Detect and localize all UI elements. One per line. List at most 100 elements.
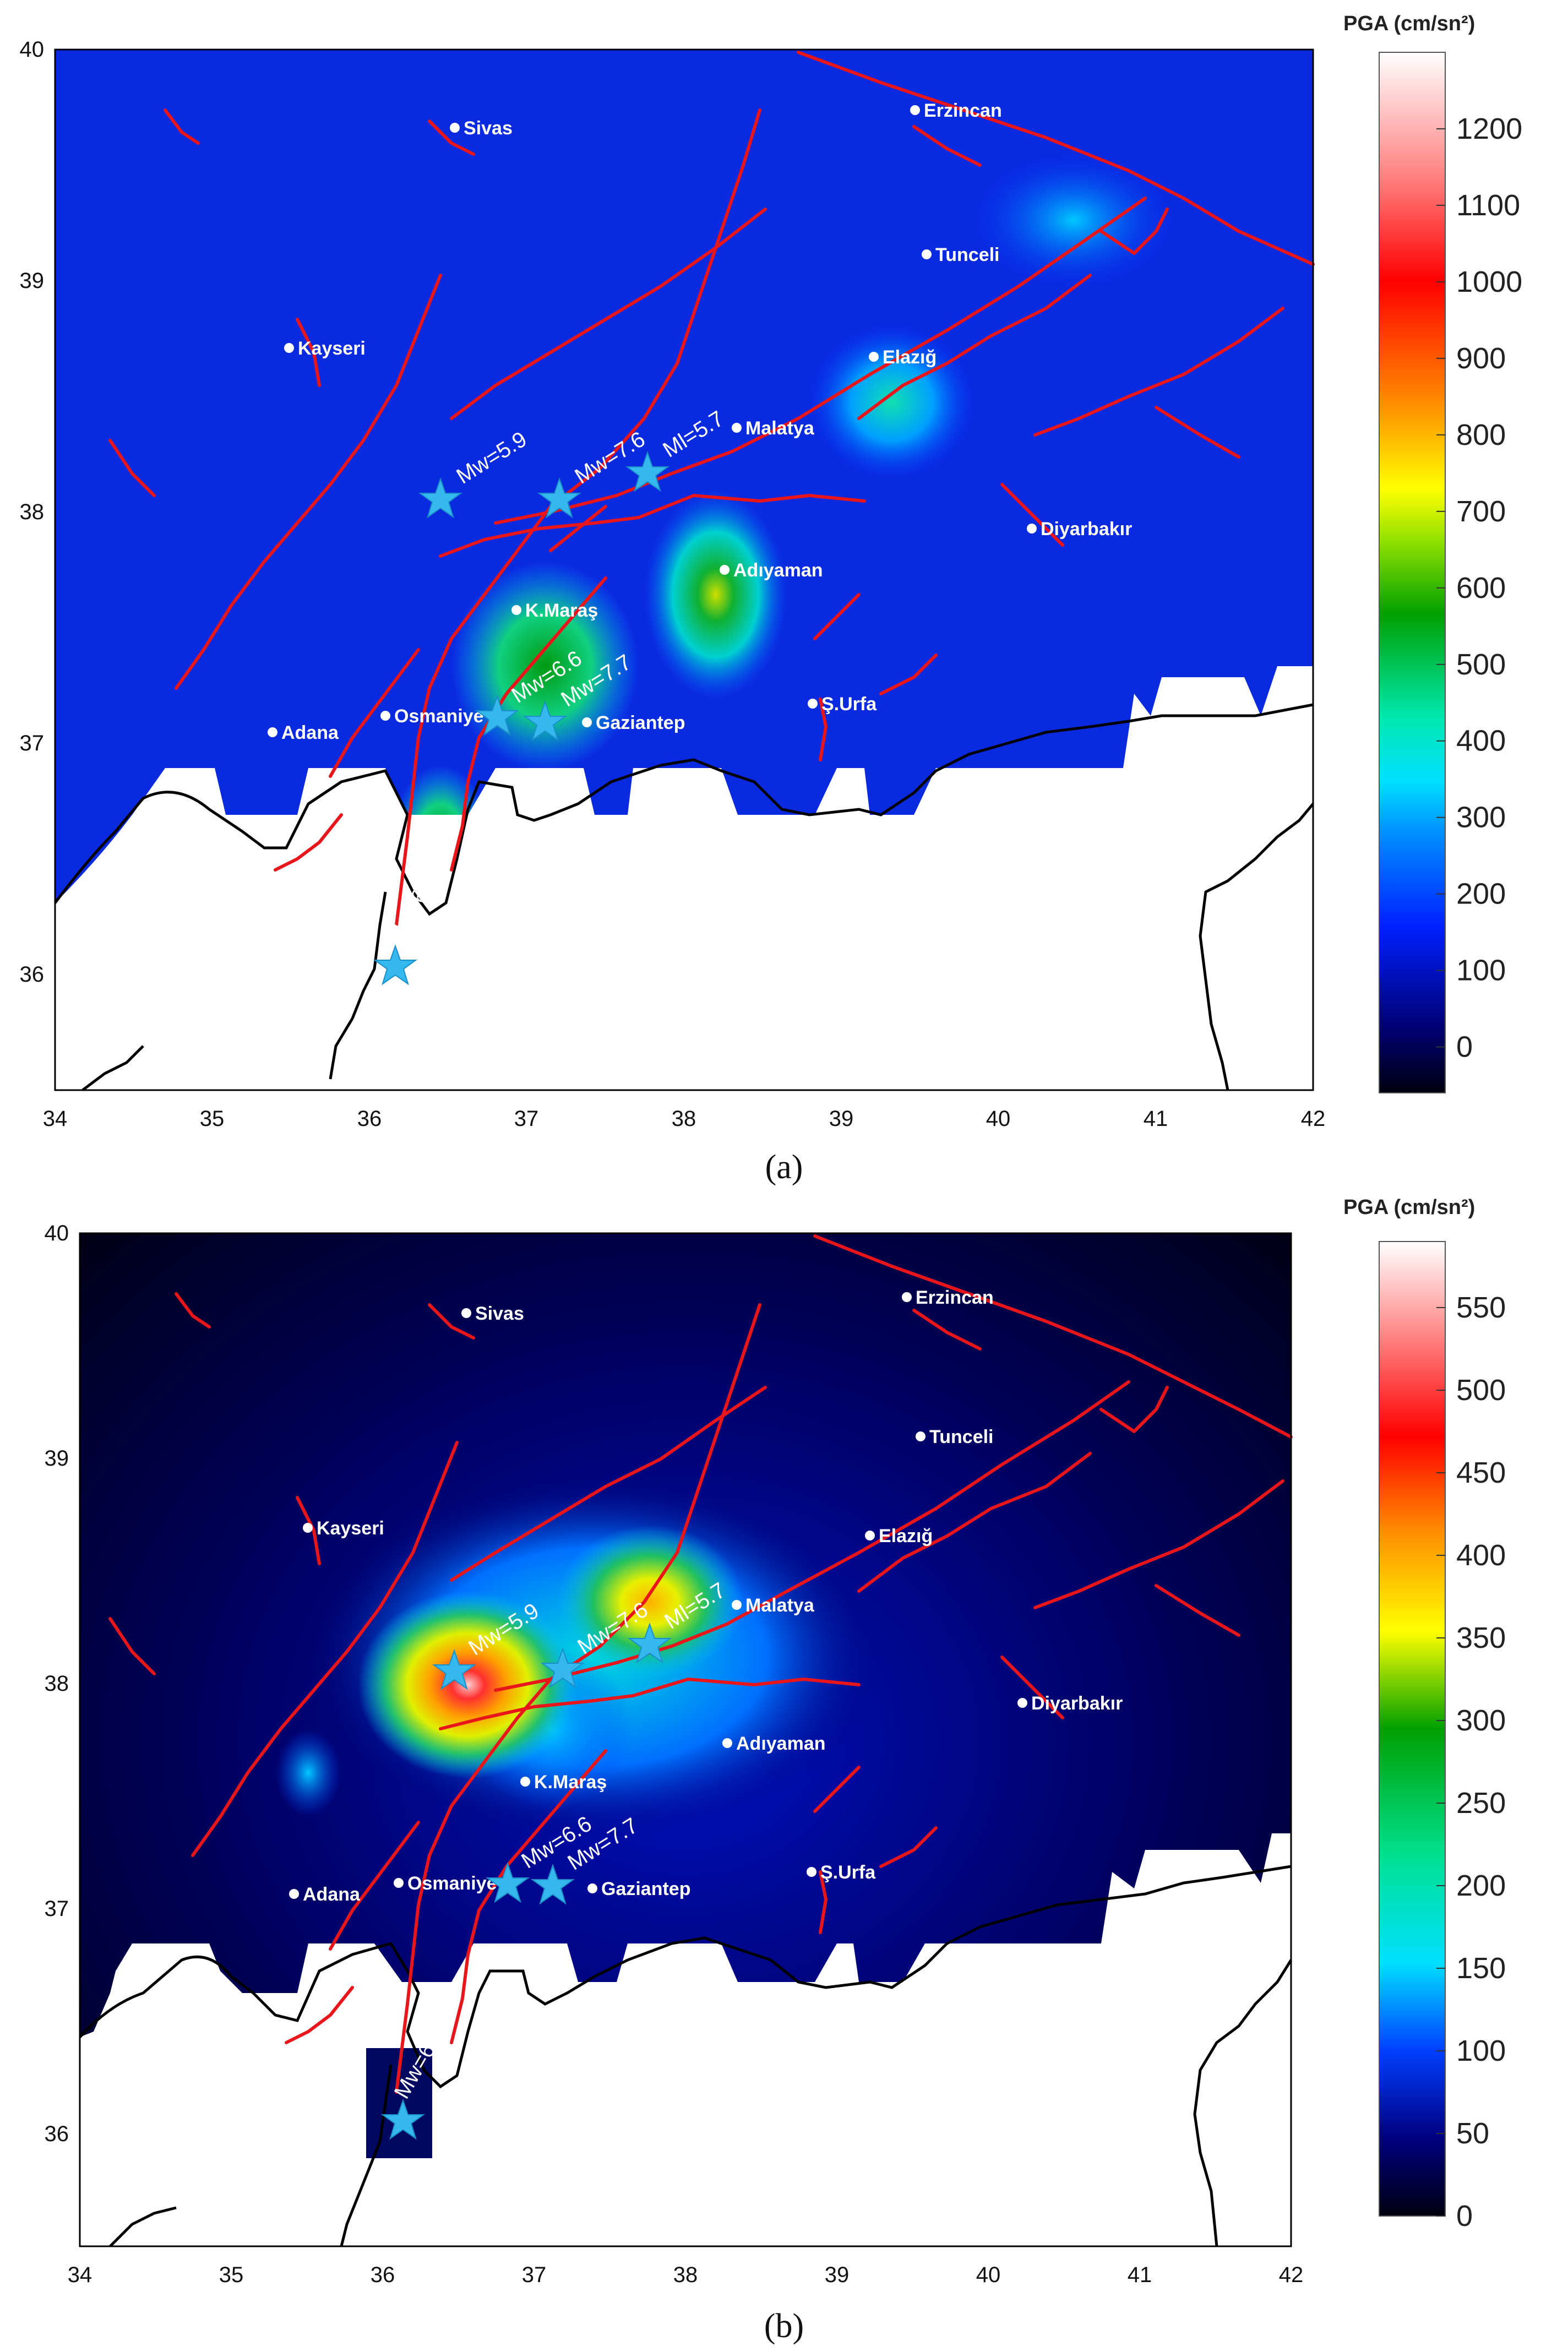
star-icon	[418, 477, 463, 519]
x-tick-34-b: 34	[68, 2263, 92, 2287]
y-tick-37-b: 37	[45, 1897, 69, 1921]
city-osmaniye-a: Osmaniye	[394, 706, 484, 727]
city-adiyaman-a: Adıyaman	[733, 560, 823, 581]
y-axis-b: 40 39 38 37 36	[45, 1221, 69, 2146]
city-sivas-b: Sivas	[475, 1303, 524, 1324]
star-icon	[432, 1648, 477, 1690]
city-adana-a: Adana	[281, 722, 339, 743]
colorbar-tick-label: 700	[1456, 495, 1506, 528]
colorbar-tick-label: 400	[1456, 725, 1506, 758]
colorbar-tick-label: 1200	[1456, 112, 1522, 145]
colorbar-b: PGA (cm/sn²) 550500450400350300250200150…	[1343, 1196, 1506, 2233]
star-icon	[485, 1861, 530, 1903]
x-tick-40-b: 40	[976, 2263, 1001, 2287]
fault-lines-b	[108, 1234, 1293, 2094]
y-tick-40-b: 40	[45, 1221, 69, 1245]
city-malatya-b: Malatya	[745, 1595, 815, 1616]
x-tick-37-b: 37	[522, 2263, 547, 2287]
x-tick-42-b: 42	[1279, 2263, 1304, 2287]
star-icon	[522, 700, 568, 742]
colorbar-scale-a	[1379, 52, 1446, 1093]
x-tick-36-b: 36	[371, 2263, 395, 2287]
colorbar-tick-label: 100	[1456, 954, 1506, 987]
city-gaziantep-b: Gaziantep	[601, 1879, 690, 1899]
city-kmaras-a: K.Maraş	[525, 600, 598, 621]
fault-lines-a	[108, 51, 1315, 927]
city-urfa-b: Ş.Urfa	[820, 1862, 876, 1883]
x-tick-39-a: 39	[829, 1107, 854, 1131]
star-icon	[373, 944, 418, 986]
x-axis-a: 34 35 36 37 38 39 40 41 42	[43, 1107, 1326, 1131]
colorbar-tick-label: 500	[1456, 648, 1506, 681]
city-diyarbakir-a: Diyarbakır	[1041, 519, 1132, 540]
y-tick-38-b: 38	[45, 1672, 69, 1696]
colorbar-tick-label: 550	[1456, 1291, 1506, 1324]
x-tick-42-a: 42	[1301, 1107, 1326, 1131]
colorbar-tick-label: 200	[1456, 1869, 1506, 1902]
colorbar-tick-label: 1000	[1456, 265, 1522, 298]
city-urfa-a: Ş.Urfa	[821, 694, 877, 715]
star-icon	[475, 694, 520, 736]
city-osmaniye-b: Osmaniye	[407, 1873, 497, 1894]
colorbar-title-b: PGA (cm/sn²)	[1343, 1196, 1475, 1219]
colorbar-tick-label: 600	[1456, 571, 1506, 605]
y-tick-39-b: 39	[45, 1446, 69, 1471]
y-tick-36-b: 36	[45, 2122, 69, 2146]
x-tick-35-a: 35	[200, 1107, 225, 1131]
city-kmaras-b: K.Maraş	[534, 1772, 607, 1793]
caption-a: (a)	[765, 1148, 803, 1186]
pga-hotspot-a1	[974, 154, 1173, 286]
pga-hotspot-b3	[556, 1525, 743, 1679]
colorbar-title-a: PGA (cm/sn²)	[1343, 12, 1475, 35]
city-erzincan-b: Erzincan	[916, 1287, 994, 1308]
star-icon	[380, 2098, 426, 2140]
x-axis-b: 34 35 36 37 38 39 40 41 42	[68, 2263, 1304, 2287]
star-icon	[540, 1647, 585, 1689]
star-icon	[627, 1622, 672, 1664]
x-tick-37-a: 37	[514, 1107, 539, 1131]
colorbar-scale-b	[1379, 1241, 1446, 2217]
y-tick-37-a: 37	[20, 731, 45, 755]
city-adana-b: Adana	[303, 1884, 361, 1905]
coastline-b	[79, 1865, 1293, 2247]
colorbar-tick-label: 150	[1456, 1952, 1506, 1985]
no-data-area-a	[55, 666, 1313, 1090]
y-axis-a: 40 39 38 37 36	[20, 37, 45, 987]
colorbar-tick-label: 50	[1456, 2117, 1489, 2150]
panel-b-map	[79, 1232, 1293, 2247]
pga-hotspot-a2	[809, 325, 974, 479]
city-tunceli-a: Tunceli	[935, 244, 1000, 265]
colorbar-tick-label: 200	[1456, 878, 1506, 911]
city-elazig-b: Elazığ	[879, 1526, 933, 1547]
city-malatya-a: Malatya	[745, 418, 815, 439]
colorbar-tick-label: 0	[1456, 1031, 1473, 1064]
colorbar-tick-label: 1100	[1456, 189, 1520, 222]
city-erzincan-a: Erzincan	[924, 100, 1002, 121]
colorbar-tick-label: 400	[1456, 1539, 1506, 1572]
x-tick-36-a: 36	[357, 1107, 382, 1131]
y-tick-40-a: 40	[20, 37, 45, 62]
x-tick-40-a: 40	[986, 1107, 1011, 1131]
x-tick-38-a: 38	[672, 1107, 696, 1131]
city-kayseri-a: Kayseri	[298, 338, 366, 359]
x-tick-39-b: 39	[825, 2263, 850, 2287]
y-tick-36-a: 36	[20, 962, 45, 987]
x-tick-41-b: 41	[1128, 2263, 1152, 2287]
colorbar-a: PGA (cm/sn²) 120011001000900800700600500…	[1343, 12, 1522, 1093]
cities-a: Sivas Erzincan Tunceli Kayseri Elazığ Ma…	[268, 100, 1132, 743]
city-kayseri-b: Kayseri	[317, 1518, 384, 1539]
frame-a	[54, 48, 1314, 1091]
x-tick-38-b: 38	[673, 2263, 698, 2287]
pga-hotspot-b1	[275, 1729, 341, 1817]
colorbar-tick-label: 300	[1456, 801, 1506, 834]
city-diyarbakir-b: Diyarbakır	[1031, 1693, 1123, 1714]
colorbar-tick-label: 350	[1456, 1621, 1506, 1654]
pga-hotspot-b4	[358, 1591, 578, 1778]
coastline-a	[54, 703, 1314, 1091]
colorbar-tick-label: 900	[1456, 342, 1506, 375]
colorbar-tick-label: 500	[1456, 1374, 1506, 1407]
x-tick-41-a: 41	[1144, 1107, 1168, 1131]
y-tick-38-a: 38	[20, 500, 45, 524]
caption-b: (b)	[764, 2307, 804, 2345]
